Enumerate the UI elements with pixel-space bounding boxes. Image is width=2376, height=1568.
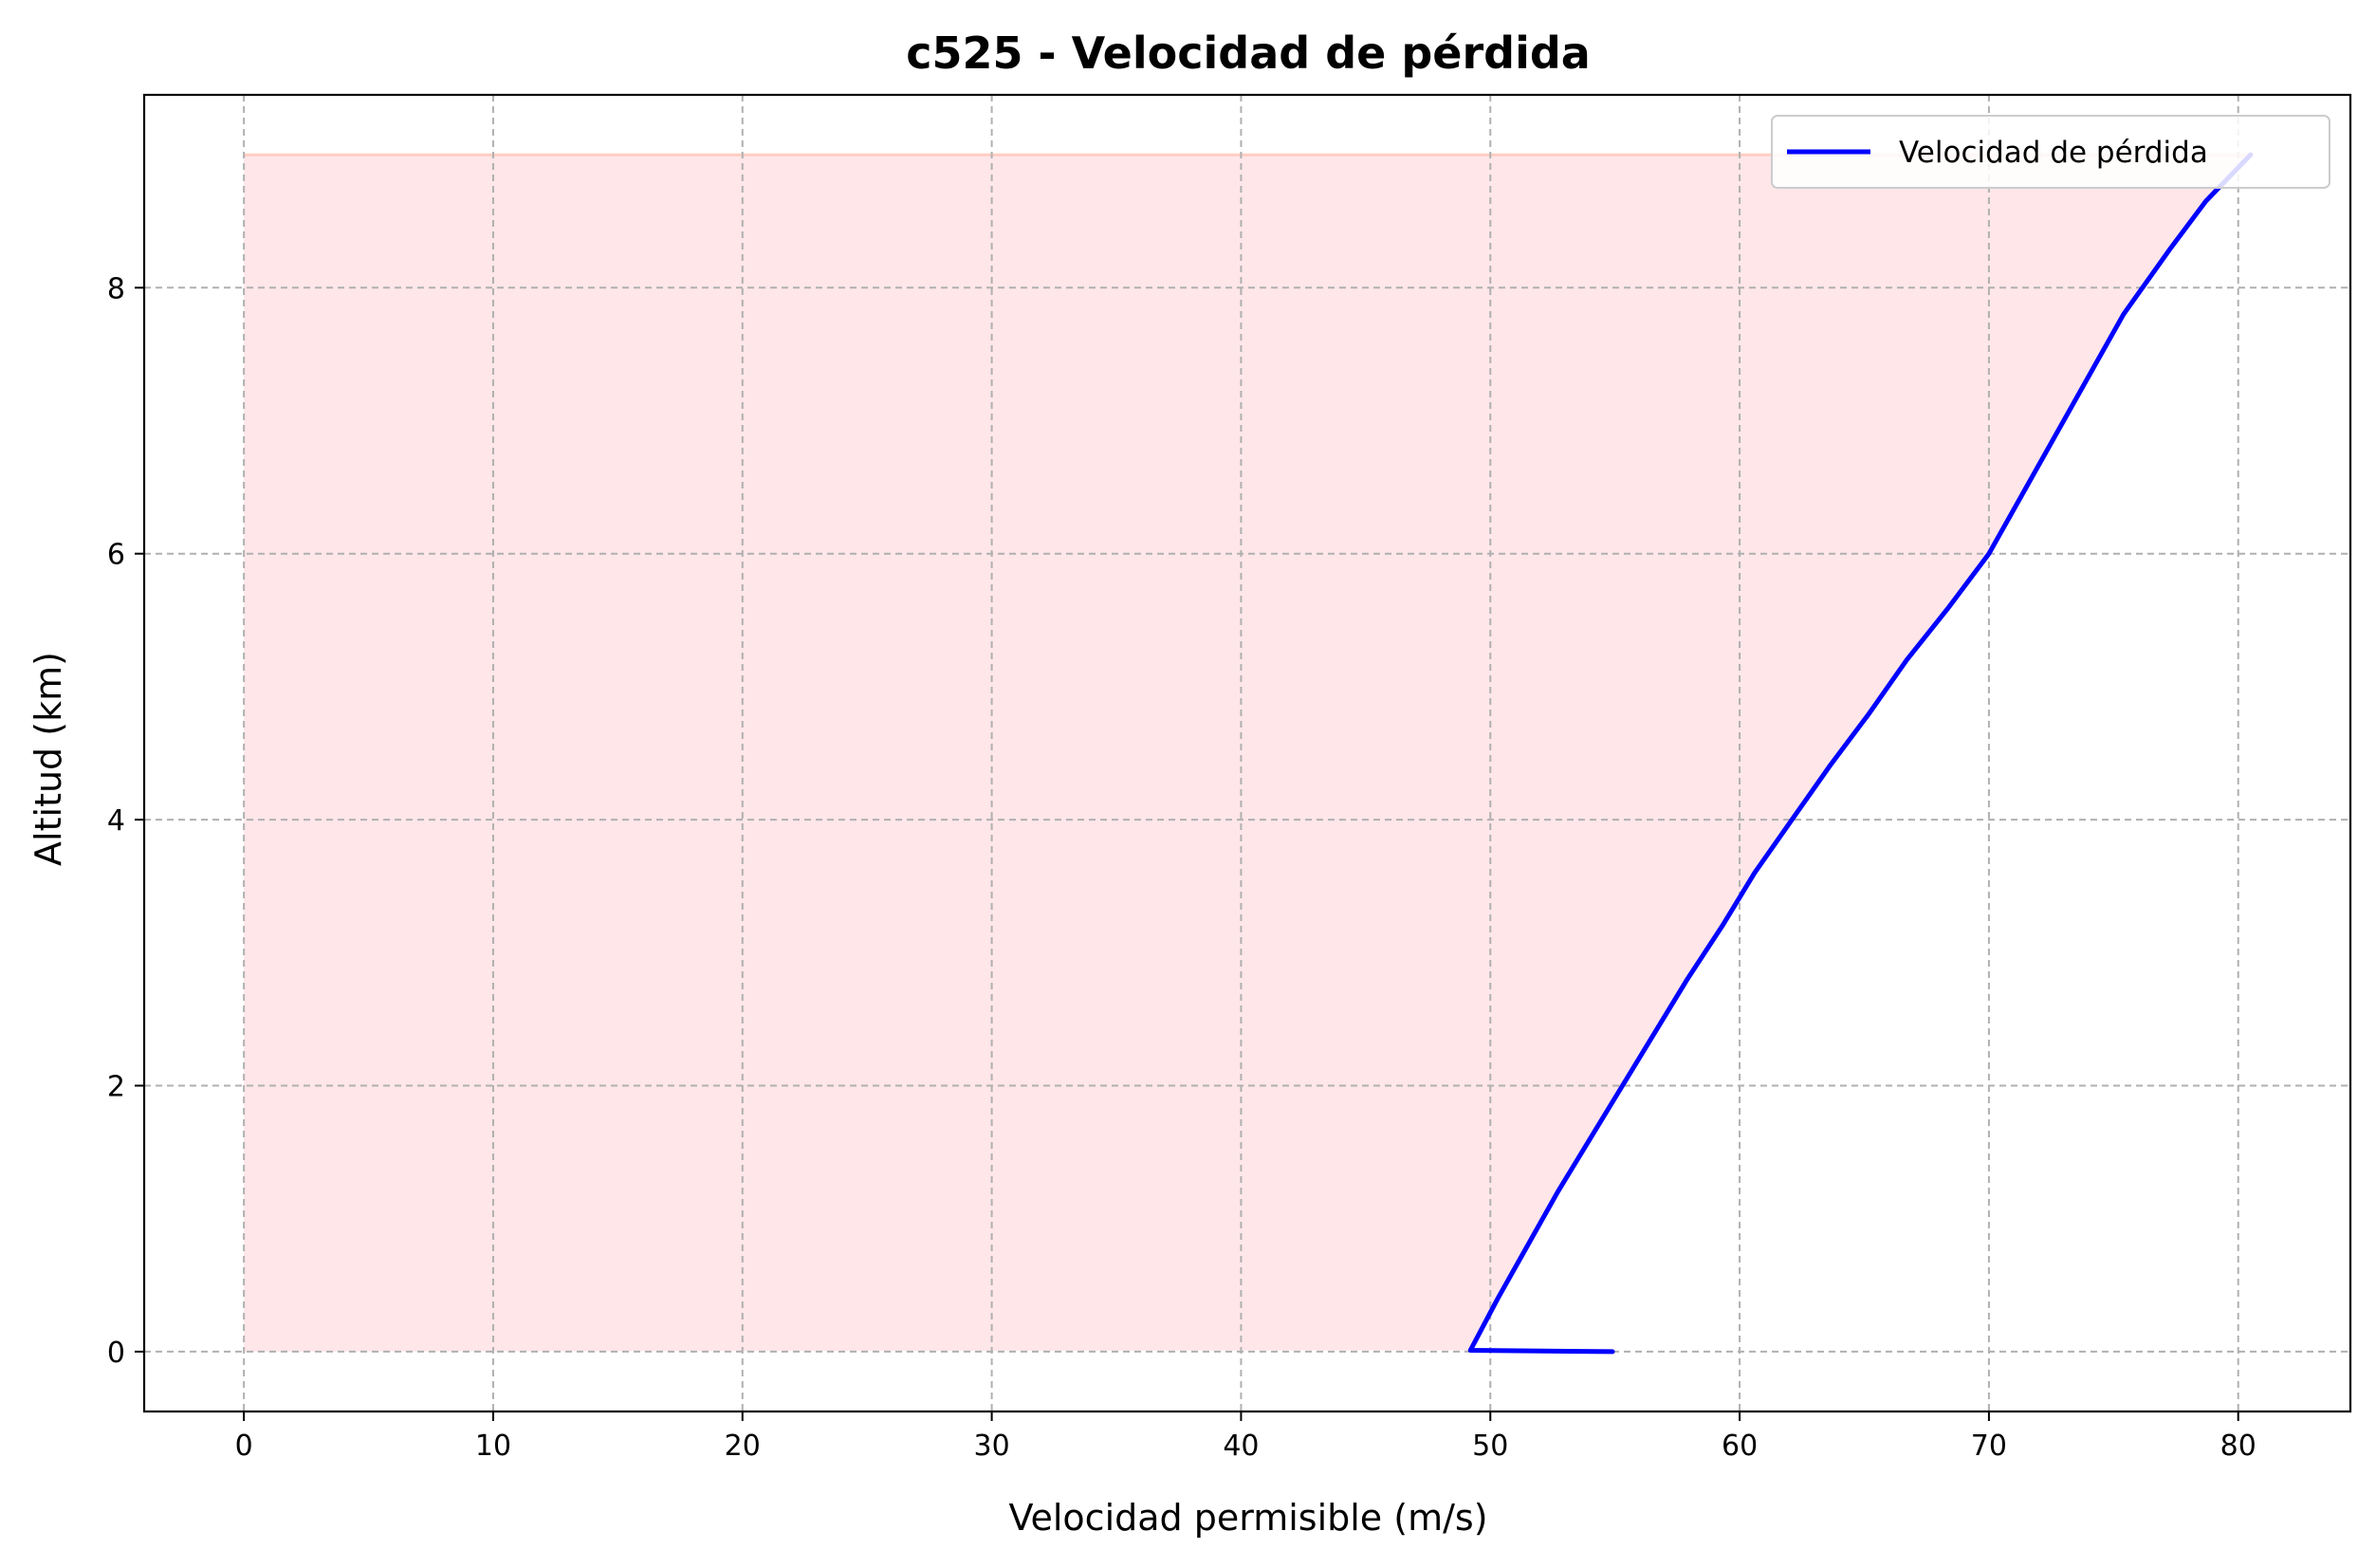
x-tick-label: 0 bbox=[235, 1430, 253, 1463]
legend-box bbox=[1771, 115, 2330, 189]
y-tick-label: 6 bbox=[107, 539, 125, 572]
y-tick-label: 2 bbox=[107, 1071, 125, 1104]
x-tick-label: 70 bbox=[1971, 1430, 2007, 1463]
grid bbox=[144, 95, 2350, 1411]
x-axis-ticks: 0 10 20 30 40 50 60 70 80 bbox=[235, 1411, 2256, 1463]
x-tick-label: 60 bbox=[1722, 1430, 1758, 1463]
y-tick-label: 4 bbox=[107, 804, 125, 838]
legend-label: Velocidad de pérdida bbox=[1899, 136, 2208, 170]
chart-title: c525 - Velocidad de pérdida bbox=[906, 28, 1591, 79]
x-tick-label: 20 bbox=[725, 1430, 761, 1463]
y-tick-label: 8 bbox=[107, 272, 125, 305]
shaded-region bbox=[244, 155, 2251, 1352]
x-tick-label: 80 bbox=[2220, 1430, 2256, 1463]
x-tick-label: 30 bbox=[974, 1430, 1010, 1463]
plot-frame bbox=[142, 93, 2352, 1413]
y-tick-label: 0 bbox=[107, 1337, 125, 1370]
x-tick-label: 40 bbox=[1223, 1430, 1259, 1463]
x-tick-label: 10 bbox=[475, 1430, 511, 1463]
y-axis-label: Altitud (km) bbox=[28, 652, 69, 866]
y-axis-ticks: 0 2 4 6 8 bbox=[107, 272, 144, 1370]
x-tick-label: 50 bbox=[1472, 1430, 1508, 1463]
series-line bbox=[1467, 152, 2254, 1355]
legend: Velocidad de pérdida bbox=[1771, 115, 2330, 189]
x-axis-label: Velocidad permisible (m/s) bbox=[1008, 1497, 1487, 1539]
